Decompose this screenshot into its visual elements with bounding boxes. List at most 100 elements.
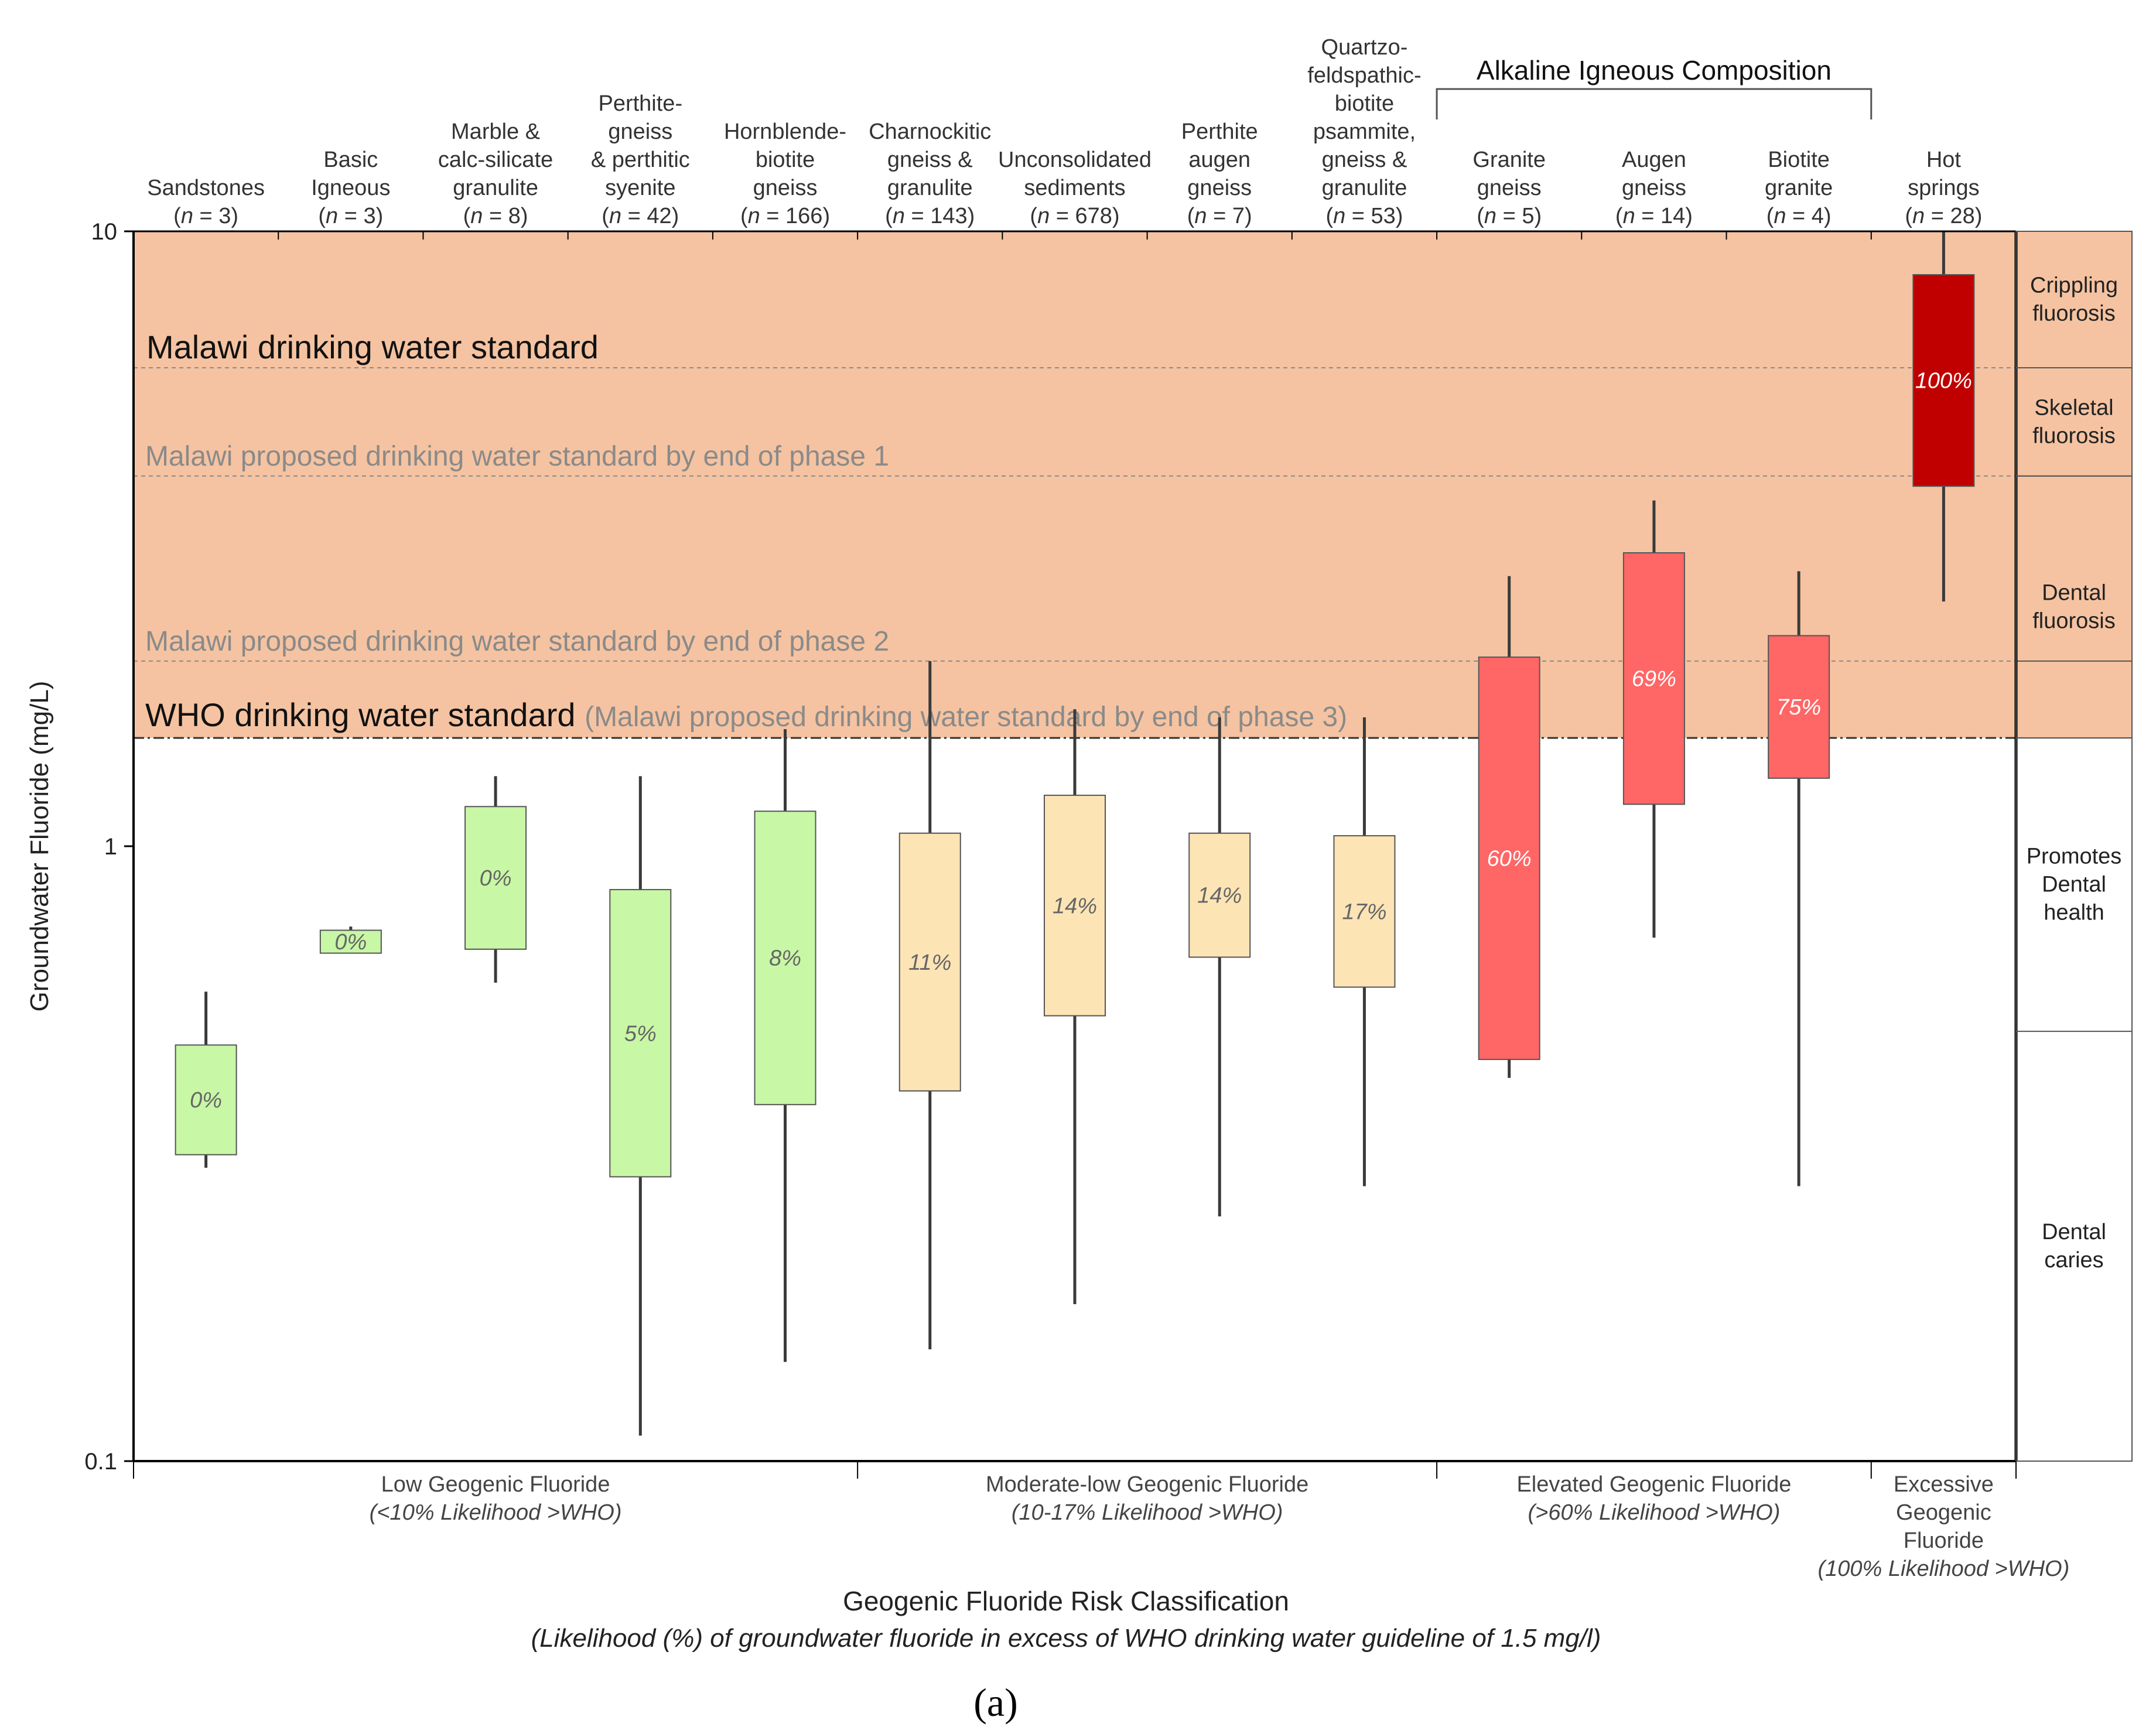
category-name-line: Biotite xyxy=(1768,148,1830,172)
category-name-line: gneiss xyxy=(608,119,672,144)
category-name-line: Granite xyxy=(1472,148,1546,172)
risk-group-sub: (10-17% Likelihood >WHO) xyxy=(1012,1500,1283,1525)
box-3: 5% xyxy=(609,776,672,1436)
x-axis-subtitle: (Likelihood (%) of groundwater fluoride … xyxy=(531,1624,1601,1653)
category-name-line: gneiss & xyxy=(1322,148,1407,172)
n-open: ( xyxy=(173,204,181,228)
n-open: ( xyxy=(740,204,748,228)
box-iqr[interactable] xyxy=(1044,795,1106,1017)
who-standard-extra: (Malawi proposed drinking water standard… xyxy=(585,702,1347,733)
category-name-line: syenite xyxy=(605,176,675,200)
category-name: Perthite-gneiss & perthitic syenite xyxy=(591,91,690,200)
category-name-line: & perthitic xyxy=(591,148,690,172)
category-name-line: Unconsolidated xyxy=(998,148,1152,172)
proposed-standard-label: Malawi proposed drinking water standard … xyxy=(145,441,889,472)
box-9: 60% xyxy=(1478,576,1540,1078)
who-standard-label: WHO drinking water standard (Malawi prop… xyxy=(145,696,1347,733)
x-axis-title: Geogenic Fluoride Risk Classification xyxy=(843,1586,1289,1616)
n-value: = 3) xyxy=(338,204,383,228)
zone-label: Dental fluorosis xyxy=(2032,580,2116,633)
category-name: Granite gneiss xyxy=(1472,148,1546,200)
category-name: Marble & calc-silicate granulite xyxy=(438,119,553,200)
box-iqr[interactable] xyxy=(1622,552,1685,805)
risk-group-name: Moderate-low Geogenic Fluoride xyxy=(986,1472,1308,1497)
zone-label-line: fluorosis xyxy=(2032,608,2116,633)
n-open: ( xyxy=(1187,204,1195,228)
category-name-line: Sandstones xyxy=(147,176,265,200)
n-open: ( xyxy=(1615,204,1623,228)
category-name-line: gneiss xyxy=(753,176,818,200)
box-12: 100% xyxy=(1912,231,1975,602)
percent-label: 5% xyxy=(624,1021,657,1046)
category-n: (n = 53) xyxy=(1325,204,1403,228)
who-standard-main: WHO drinking water standard xyxy=(145,696,585,733)
category-n: (n = 166) xyxy=(740,204,830,228)
n-symbol: n xyxy=(470,204,483,228)
category-name: Biotite granite xyxy=(1765,148,1833,200)
box-iqr[interactable] xyxy=(754,810,816,1106)
n-open: ( xyxy=(602,204,609,228)
n-open: ( xyxy=(1030,204,1037,228)
y-axis-title: Groundwater Fluoride (mg/L) xyxy=(25,681,54,1012)
malawi-standard-label: Malawi drinking water standard xyxy=(146,329,599,365)
category-name: Augen gneiss xyxy=(1622,148,1686,200)
n-value: = 8) xyxy=(483,204,528,228)
n-open: ( xyxy=(1477,204,1484,228)
category-name-line: Hot xyxy=(1926,148,1962,172)
risk-group-sub: (100% Likelihood >WHO) xyxy=(1817,1557,2069,1581)
box-iqr[interactable] xyxy=(1478,656,1540,1061)
category-n: (n = 678) xyxy=(1030,204,1119,228)
category-name: Hornblende-biotite gneiss xyxy=(724,119,846,200)
category-labels: Sandstones(n = 3)Basic Igneous(n = 3)Marb… xyxy=(147,35,1982,228)
risk-group-line: Elevated Geogenic Fluoride xyxy=(1516,1472,1791,1497)
category-name-line: granulite xyxy=(887,176,973,200)
box-4: 8% xyxy=(754,729,816,1362)
box-iqr[interactable] xyxy=(898,832,961,1092)
zone-label-line: Dental xyxy=(2042,580,2106,605)
n-open: ( xyxy=(1905,204,1912,228)
n-open: ( xyxy=(463,204,471,228)
category-name-line: granulite xyxy=(453,176,538,200)
category-name: Charnockitic gneiss & granulite xyxy=(869,119,991,200)
box-iqr[interactable] xyxy=(175,1044,237,1155)
y-tick-label: 10 xyxy=(91,219,118,245)
bracket-line xyxy=(1436,88,1873,119)
zone-label: Crippling fluorosis xyxy=(2030,273,2118,326)
box-iqr[interactable] xyxy=(319,929,382,954)
zone-label-line: fluorosis xyxy=(2032,423,2116,448)
category-name: Quartzo-feldspathic-biotite psammite, gnei… xyxy=(1307,35,1421,200)
n-symbol: n xyxy=(181,204,193,228)
y-tick-label: 1 xyxy=(104,834,117,860)
category-n: (n = 4) xyxy=(1767,204,1832,228)
n-value: = 42) xyxy=(621,204,679,228)
n-symbol: n xyxy=(1912,204,1925,228)
box-iqr[interactable] xyxy=(1768,635,1830,779)
percent-label: 14% xyxy=(1053,894,1097,918)
category-name-line: springs xyxy=(1908,176,1980,200)
box-7: 14% xyxy=(1188,717,1251,1217)
category-name-line: Basic xyxy=(323,148,378,172)
n-value: = 7) xyxy=(1207,204,1252,228)
category-name-line: Hornblende- xyxy=(724,119,846,144)
box-iqr[interactable] xyxy=(1333,835,1396,988)
percent-label: 17% xyxy=(1342,900,1386,924)
category-name: Perthite augen gneiss xyxy=(1181,119,1258,200)
n-open: ( xyxy=(885,204,893,228)
n-value: = 28) xyxy=(1925,204,1982,228)
box-iqr[interactable] xyxy=(1188,832,1251,958)
category-name-line: Quartzo- xyxy=(1321,35,1408,60)
category-name: Unconsolidated sediments xyxy=(998,148,1152,200)
zone-label-line: Skeletal xyxy=(2034,395,2113,420)
box-iqr[interactable] xyxy=(1912,274,1975,487)
box-8: 17% xyxy=(1333,717,1396,1186)
box-11: 75% xyxy=(1768,571,1830,1186)
category-name-line: sediments xyxy=(1024,176,1125,200)
n-symbol: n xyxy=(1623,204,1635,228)
box-iqr[interactable] xyxy=(464,806,527,950)
n-symbol: n xyxy=(1333,204,1345,228)
box-iqr[interactable] xyxy=(609,889,672,1178)
box-10: 69% xyxy=(1622,500,1685,938)
percent-label: 100% xyxy=(1915,369,1972,394)
y-tick-label: 0.1 xyxy=(84,1449,117,1475)
category-n: (n = 3) xyxy=(173,204,238,228)
